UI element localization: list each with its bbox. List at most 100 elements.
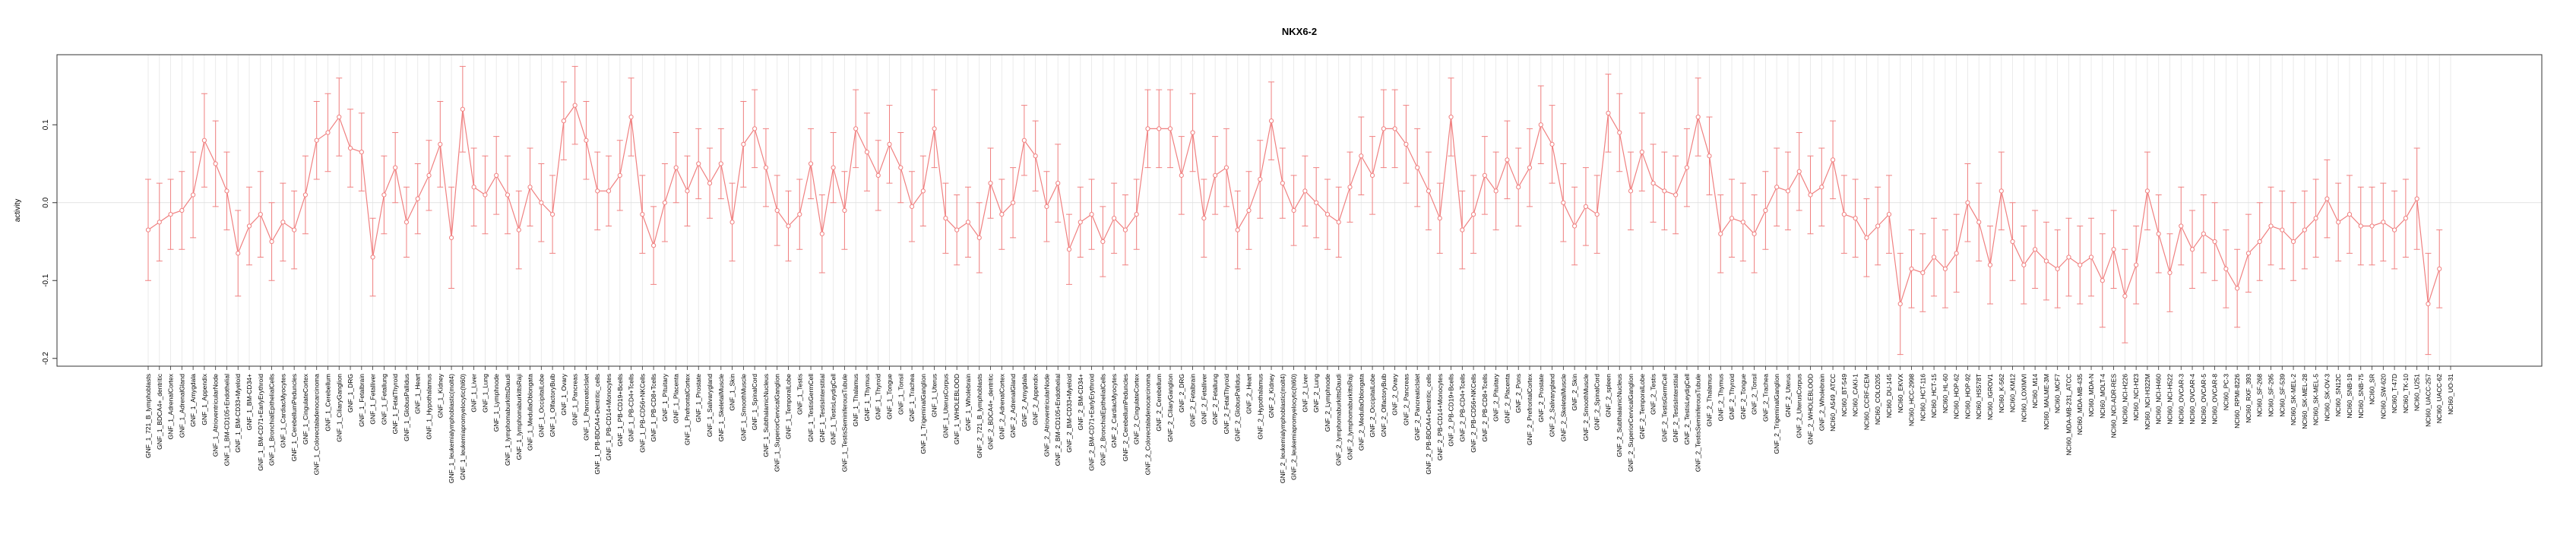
- x-tick-label: GNF_1_Trachea: [908, 374, 916, 422]
- data-point: [1324, 212, 1331, 217]
- data-point: [2290, 239, 2296, 245]
- x-tick-label: GNF_1_Lung: [481, 374, 489, 413]
- x-tick-label: GNF_1_Kidney: [436, 373, 444, 418]
- x-tick-label: GNF_2_PrefrontalCortex: [1526, 373, 1533, 445]
- x-tick-label: GNF_1_PB-CD56+NKCells: [638, 374, 646, 453]
- data-point: [1729, 216, 1735, 221]
- data-point: [1280, 181, 1285, 186]
- data-point: [1167, 126, 1173, 131]
- data-point: [1740, 220, 1745, 225]
- x-tick-label: GNF_2_CingulateCortex: [1133, 373, 1141, 444]
- x-tick-label: GNF_1_Pituitary: [661, 373, 669, 422]
- data-point: [1942, 266, 1948, 271]
- x-tick-label: NCI60_PC-3: [2222, 374, 2229, 410]
- x-tick-label: GNF_2_lymphomaburkittsDaudi: [1335, 374, 1343, 466]
- data-point: [1662, 188, 1667, 194]
- data-point: [1718, 231, 1723, 236]
- x-tick-label: GNF_2_Testis: [1650, 374, 1657, 415]
- data-point: [920, 188, 926, 194]
- x-tick-label: GNF_1_PB-BDCA4+Dentritic_cells: [593, 374, 601, 475]
- data-point: [2302, 227, 2307, 232]
- data-point: [2167, 270, 2173, 276]
- x-tick-label: GNF_2_AdrenalGland: [1009, 374, 1017, 438]
- data-point: [561, 119, 566, 124]
- x-tick-label: NCI60_SNB-19: [2346, 374, 2353, 419]
- x-tick-label: NCI60_SF-268: [2256, 374, 2264, 417]
- x-tick-label: NCI60_M14: [2031, 374, 2039, 409]
- x-tick-label: GNF_1_SubthalamicNucleus: [762, 374, 770, 457]
- data-point: [471, 185, 476, 190]
- data-point: [2223, 266, 2229, 271]
- x-tick-label: GNF_1_SpinalCord: [751, 374, 758, 430]
- x-tick-label: GNF_2_WHOLEBLOOD: [1807, 374, 1815, 444]
- data-point: [2156, 231, 2161, 236]
- x-tick-label: NCI60_SR: [2369, 374, 2376, 405]
- data-point: [2257, 239, 2262, 245]
- x-tick-label: GNF_1_BDCA4+_dentritic: [156, 373, 163, 450]
- x-tick-label: NCI60_SK-MEL-28: [2301, 374, 2309, 429]
- x-tick-label: GNF_2_BDCA4+_dentritic: [987, 373, 995, 450]
- data-point: [831, 165, 836, 170]
- data-point: [808, 161, 814, 166]
- x-tick-label: GNF_2_OlfactoryBulb: [1380, 374, 1388, 437]
- data-point: [1347, 185, 1353, 190]
- x-tick-label: GNF_1_Uterus: [931, 374, 938, 417]
- x-tick-label: GNF_1_PancreaticIslet: [582, 373, 590, 441]
- x-tick-label: GNF_1_TestisLeydigCell: [830, 374, 837, 445]
- data-point: [2212, 239, 2217, 245]
- data-point: [246, 223, 252, 229]
- x-tick-label: GNF_2_721_B_lymphoblasts: [976, 374, 983, 458]
- x-tick-label: NCI60_MDA-MB-231_ATCC: [2065, 374, 2072, 456]
- x-tick-label: GNF_2_BronchialEpithelialCells: [1099, 374, 1106, 466]
- data-point: [1920, 270, 1926, 276]
- data-point: [2403, 216, 2408, 221]
- data-point: [875, 172, 881, 178]
- x-axis-labels: GNF_1_721_B_lymphoblasts GNF_1_BDCA4+_den…: [144, 366, 2454, 483]
- data-point: [1201, 216, 1207, 221]
- x-tick-label: GNF_1_PB-CD19+Bcells: [616, 374, 624, 447]
- x-tick-label: NCI60_SF-539: [2278, 374, 2286, 417]
- data-point: [2055, 266, 2060, 271]
- x-tick-label: NCI60_TK-10: [2402, 374, 2410, 413]
- x-tick-label: GNF_2_TestisLeydigCell: [1683, 374, 1691, 445]
- data-point: [1628, 188, 1634, 194]
- data-point: [786, 223, 791, 229]
- data-point: [909, 204, 915, 209]
- data-point: [707, 181, 713, 186]
- x-tick-label: GNF_1_Placenta: [672, 374, 680, 423]
- data-point: [1359, 153, 1364, 159]
- data-point: [1606, 110, 1611, 115]
- data-point: [448, 235, 454, 240]
- x-tick-label: GNF_1_Heart: [414, 373, 422, 414]
- x-tick-label: GNF_1_721_B_lymphoblasts: [144, 374, 152, 458]
- x-tick-label: NCI60_SF-295: [2267, 374, 2275, 417]
- x-tick-label: GNF_2_Fetalbrain: [1189, 374, 1197, 427]
- x-tick-label: GNF_2_BM-CD34+: [1077, 374, 1084, 430]
- data-point: [640, 212, 645, 217]
- data-point: [1302, 188, 1308, 194]
- data-point: [2414, 196, 2419, 201]
- data-point: [572, 103, 578, 108]
- plot-frame: [56, 54, 2543, 367]
- data-point: [1336, 220, 1341, 225]
- x-tick-label: GNF_2_Lymphnode: [1324, 374, 1331, 432]
- data-point: [2100, 278, 2105, 283]
- x-tick-label: GNF_1_PB-CD14+Monocytes: [605, 374, 612, 460]
- data-point: [1258, 176, 1263, 182]
- data-point: [438, 141, 443, 147]
- x-tick-label: GNF_1_BronchialEpithelialCells: [268, 374, 276, 466]
- x-tick-label: GNF_2_AdrenalCortex: [998, 373, 1005, 439]
- x-tick-label: NCI60_U251: [2413, 374, 2421, 411]
- x-tick-label: GNF_1_WHOLEBLOOD: [953, 374, 960, 444]
- data-point: [1695, 114, 1701, 120]
- x-tick-label: NCI60_EKVX: [1897, 374, 1904, 413]
- data-point: [853, 126, 859, 131]
- data-point: [1561, 200, 1566, 205]
- data-point: [1841, 212, 1847, 217]
- x-tick-label: NCI60_MCF7: [2054, 374, 2062, 413]
- data-point: [1808, 192, 1813, 198]
- x-tick-label: GNF_2_Wholebrain: [1818, 374, 1825, 431]
- data-point: [651, 243, 657, 248]
- data-point: [381, 192, 387, 198]
- data-point: [1763, 207, 1768, 213]
